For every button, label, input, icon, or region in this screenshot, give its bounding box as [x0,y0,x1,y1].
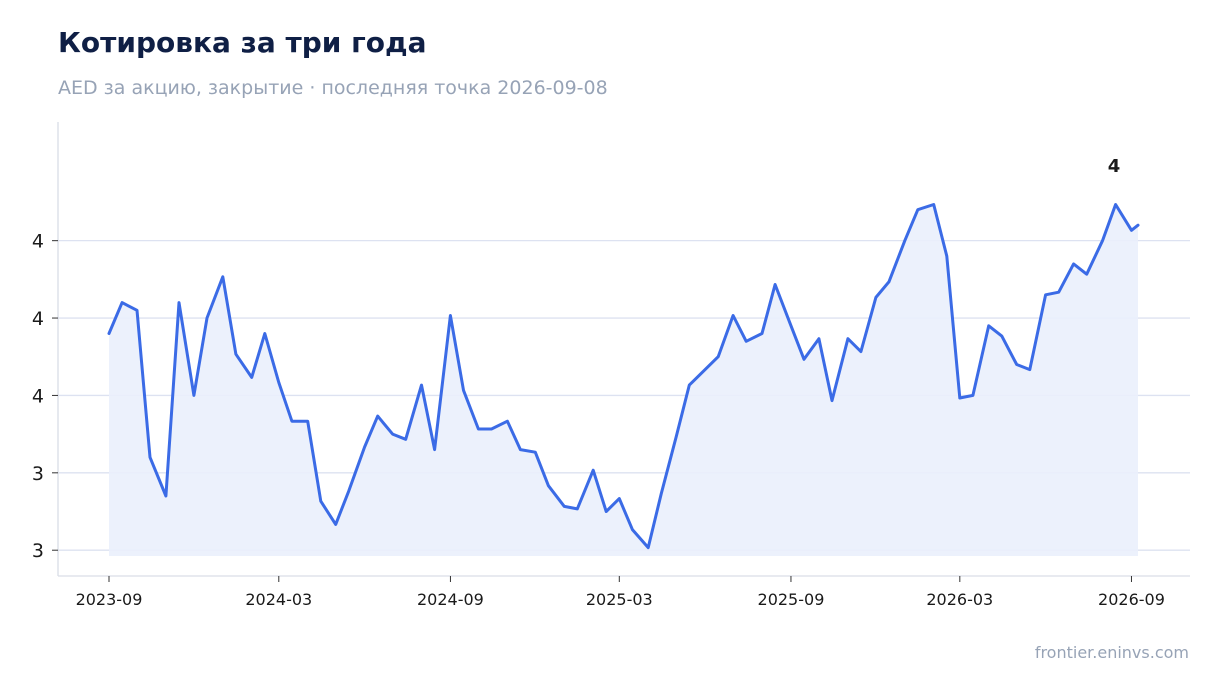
y-tick-layer: 3 3 4 4 4 [32,231,58,562]
x-tick-label: 2024-09 [417,590,484,609]
x-tick-label: 2026-09 [1098,590,1165,609]
chart-title: Котировка за три года [58,26,427,59]
x-tick-label: 2025-03 [586,590,653,609]
chart-subtitle: AED за акцию, закрытие · последняя точка… [58,77,608,99]
source-footer: frontier.eninvs.com [1034,643,1189,662]
x-tick-layer: 2023-09 2024-03 2024-09 2025-03 2025-09 2026-… [76,576,1165,609]
x-tick-label: 2025-09 [758,590,825,609]
y-tick-label: 3 [32,463,44,485]
x-tick-label: 2026-03 [926,590,993,609]
y-tick-label: 4 [32,308,44,330]
x-tick-label: 2024-03 [245,590,312,609]
last-price-label: 4 [1108,156,1121,177]
y-tick-label: 4 [32,385,44,407]
x-tick-label: 2023-09 [76,590,143,609]
y-tick-label: 3 [32,540,44,562]
price-area-fill [109,204,1138,556]
y-tick-label: 4 [32,231,44,253]
price-line [107,203,1140,550]
